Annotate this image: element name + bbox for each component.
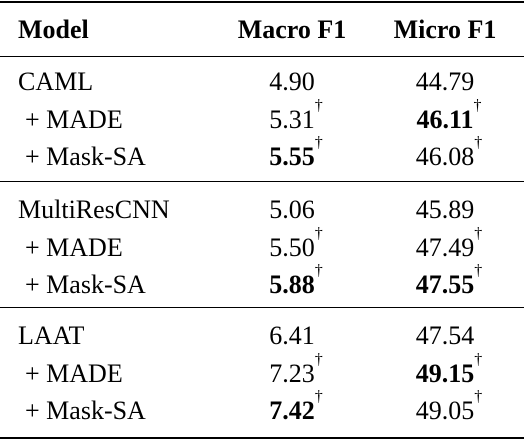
macro-cell: 5.31 † [269,96,323,134]
micro-cell: 47.49 † [415,224,483,262]
header-cell: Model [18,15,89,44]
score: 5.31 † [269,96,323,134]
bottom-rule [0,437,524,439]
score: 6.41 [269,321,315,350]
significance-mark: † [474,350,483,368]
model-name: + Mask-SA [25,396,146,425]
significance-mark: † [314,96,323,114]
model-name: + MADE [25,104,123,134]
significance-mark: † [474,262,483,279]
score: 45.89 [415,195,475,224]
micro-cell: 49.05 † [415,388,483,425]
significance-mark: † [474,388,483,405]
micro-cell: 44.79 [416,69,475,95]
model-name: CAML [18,67,94,96]
model-name: + MADE [25,358,123,388]
score: 49.15 † [415,350,483,388]
score: 7.42 † [269,388,323,425]
header-cell: Micro F1 [393,15,497,44]
significance-mark: † [314,350,323,368]
micro-cell: 45.89 [416,197,475,223]
score: 46.11 † [416,96,482,134]
score: 47.54 [415,321,475,350]
model-name: MultiResCNN [18,195,170,224]
score: 46.08 † [415,134,483,171]
score: 5.88 † [269,262,323,299]
micro-cell: 49.15 † [415,350,483,388]
significance-mark: † [473,96,482,114]
score: 44.79 [415,67,475,96]
header-rule [0,56,524,57]
micro-cell: 47.54 [416,323,475,349]
model-name: LAAT [18,321,85,350]
score: 4.90 [269,67,315,96]
macro-cell: 4.90 [269,69,315,95]
significance-mark: † [474,134,483,151]
macro-cell: 7.42 † [269,388,323,425]
micro-cell: 46.08 † [415,134,483,171]
score: 7.23 † [269,350,323,388]
score: 47.55 † [415,262,483,299]
score: 49.05 † [415,388,483,425]
score: 5.55 † [269,134,323,171]
significance-mark: † [314,262,323,279]
model-name: + MADE [25,232,123,262]
macro-cell: 5.55 † [269,134,323,171]
significance-mark: † [314,224,323,242]
score: 5.50 † [269,224,323,262]
micro-cell: 47.55 † [415,262,483,299]
macro-cell: 7.23 † [269,350,323,388]
score: 5.06 [269,195,315,224]
group-rule [0,307,524,308]
macro-cell: 5.06 [269,197,315,223]
header-cell: Macro F1 [237,15,347,44]
model-name: + Mask-SA [25,270,146,299]
micro-cell: 46.11 † [416,96,482,134]
significance-mark: † [314,134,323,151]
top-rule [0,1,524,3]
group-rule [0,181,524,182]
significance-mark: † [314,388,323,405]
significance-mark: † [474,224,483,242]
score: 47.49 † [415,224,483,262]
macro-cell: 6.41 [269,323,315,349]
macro-cell: 5.88 † [269,262,323,299]
macro-cell: 5.50 † [269,224,323,262]
model-name: + Mask-SA [25,142,146,171]
